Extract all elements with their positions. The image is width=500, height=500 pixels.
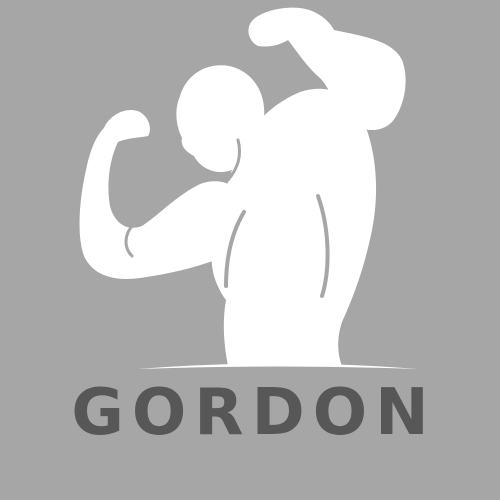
neck-line xyxy=(226,138,242,182)
torso xyxy=(211,88,377,367)
brand-name: GORDON xyxy=(71,376,437,450)
shoulder-line xyxy=(224,210,246,288)
raised-right-arm xyxy=(248,7,406,131)
raised-left-arm xyxy=(79,109,248,280)
arm-shadow-line xyxy=(124,224,134,258)
ground-swoosh xyxy=(138,363,418,369)
back-muscle-line xyxy=(316,194,330,298)
